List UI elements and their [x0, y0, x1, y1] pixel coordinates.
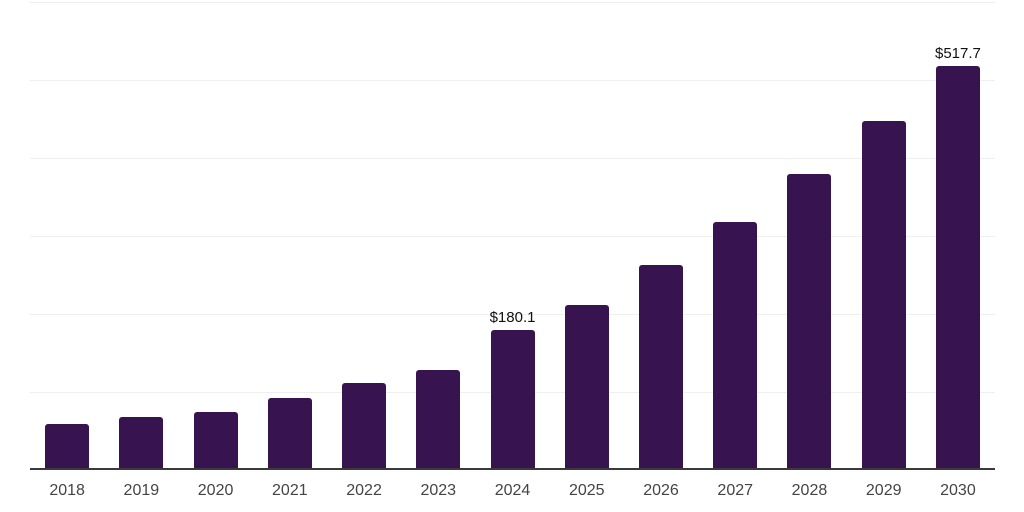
bar-column-2030: $517.7: [921, 2, 995, 470]
x-tick-2028: 2028: [791, 482, 828, 499]
bar-2021: [267, 397, 312, 470]
bar-column-2025: [550, 2, 624, 470]
bar-column-2023: [401, 2, 475, 470]
x-tick-2026: 2026: [643, 482, 679, 499]
bar-column-2029: [847, 2, 921, 470]
bar-2025: [564, 304, 609, 470]
x-tick-2030: 2030: [940, 482, 976, 499]
x-axis-labels: 2018 2019 2020 2021 2022 2023 2024 2025 2026 2027…: [30, 482, 995, 500]
bar-2024: [490, 329, 535, 470]
x-tick-2020: 2020: [197, 482, 234, 499]
x-tick-2022: 2022: [346, 482, 382, 499]
x-tick-2021: 2021: [272, 482, 308, 499]
bar-2023: [416, 370, 461, 470]
gridline-600: [30, 2, 995, 3]
gridline-400: [30, 158, 995, 159]
x-tick-2025: 2025: [568, 482, 605, 499]
x-tick-2018: 2018: [49, 482, 85, 499]
bar-column-2026: [624, 2, 698, 470]
bar-column-2027: [698, 2, 772, 470]
bar-column-2018: [30, 2, 104, 470]
bar-2018: [45, 423, 90, 470]
bar-2020: [193, 411, 238, 470]
gridline-500: [30, 80, 995, 81]
x-tick-2019: 2019: [123, 482, 160, 499]
bar-column-2024: $180.1: [475, 2, 549, 470]
bar-2028: [787, 173, 832, 470]
value-label-2024: $180.1: [489, 308, 536, 326]
x-tick-2029: 2029: [865, 482, 902, 499]
bar-column-2019: [104, 2, 178, 470]
x-tick-2023: 2023: [420, 482, 457, 499]
value-label-2030: $517.7: [934, 45, 981, 63]
bar-2027: [713, 221, 758, 470]
bar-column-2028: [772, 2, 846, 470]
bar-column-2022: [327, 2, 401, 470]
bar-2026: [638, 264, 683, 470]
x-axis-line: [30, 468, 995, 470]
x-tick-2024: 2024: [494, 482, 531, 499]
bar-2022: [342, 383, 387, 470]
bar-2030: [935, 66, 980, 470]
x-tick-2027: 2027: [717, 482, 754, 499]
bar-2029: [861, 120, 906, 470]
bars-container: $180.1 $517.7: [30, 2, 995, 470]
gridline-300: [30, 236, 995, 237]
plot-area: $180.1 $517.7: [30, 2, 995, 470]
gridline-200: [30, 314, 995, 315]
bar-column-2020: [178, 2, 252, 470]
bar-2019: [119, 417, 164, 470]
bar-column-2021: [253, 2, 327, 470]
